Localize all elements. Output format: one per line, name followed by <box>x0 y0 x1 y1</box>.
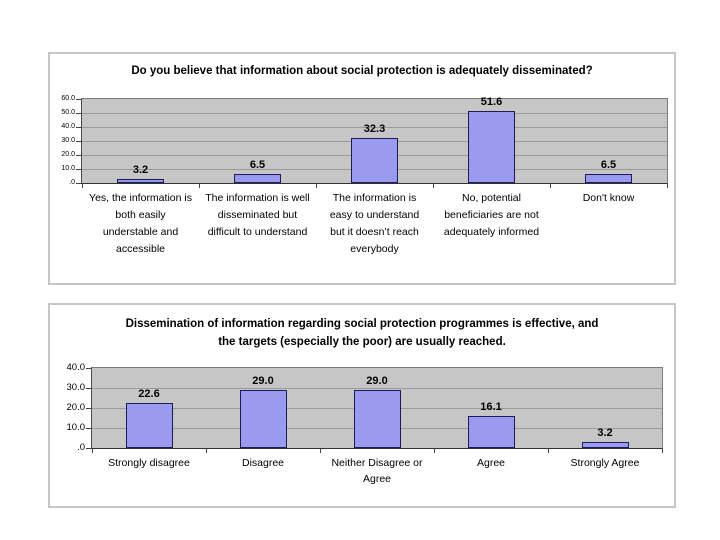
bar <box>234 173 281 183</box>
category-label: Strongly Agree <box>570 457 640 469</box>
y-axis-tick-label: 20.0 <box>61 151 75 159</box>
bar-value-label: 3.2 <box>132 163 149 176</box>
y-axis-tick <box>76 141 81 142</box>
y-axis-tick-label: 10.0 <box>61 165 75 173</box>
bar-value-label: 22.6 <box>138 387 160 400</box>
category-label: Strongly disagree <box>108 457 190 469</box>
bar <box>117 178 164 183</box>
category-label: Agree <box>476 457 506 469</box>
bar <box>585 173 632 183</box>
bar <box>351 137 398 183</box>
x-axis-category-labels: Strongly disagree Disagree Neither Disagre… <box>92 455 662 487</box>
y-axis-tick-label: 40.0 <box>61 123 75 131</box>
y-axis: 40.0 30.0 20.0 10.0 .0 <box>50 363 92 452</box>
y-axis-tick <box>76 183 81 184</box>
y-axis-tick-label: .0 <box>69 179 75 187</box>
bar <box>353 390 401 448</box>
y-axis-tick-label: 30.0 <box>66 381 86 393</box>
bar-column: 29.0 <box>206 368 320 448</box>
y-axis-tick <box>86 448 91 449</box>
bar-column: 3.2 <box>82 99 199 183</box>
bar <box>468 110 515 183</box>
bar-column: 6.5 <box>550 99 667 183</box>
bar-value-label: 29.0 <box>366 375 388 387</box>
bar-column: 32.3 <box>316 99 433 183</box>
chart-bottom-effectiveness: Dissemination of information regarding s… <box>48 303 676 508</box>
x-axis-tick <box>206 449 207 453</box>
bar <box>239 390 287 448</box>
plot-wrapper: 60.0 50.0 40.0 30.0 20.0 10.0 .0 3.2 6.5 32.3 51.… <box>61 95 668 188</box>
x-axis-tick <box>199 184 200 188</box>
y-axis-tick <box>86 408 91 409</box>
category-label: Yes, the information is both easily unde… <box>89 192 192 255</box>
chart-title: Dissemination of information regarding s… <box>125 318 599 348</box>
bar-column: 3.2 <box>548 368 662 448</box>
bar-column: 16.1 <box>434 368 548 448</box>
y-axis-tick-label: 20.0 <box>66 401 86 413</box>
bar-value-label: 3.2 <box>597 426 613 439</box>
plot-wrapper: 40.0 30.0 20.0 10.0 .0 22.6 29.0 29.0 16.1 3.2 <box>67 363 663 453</box>
y-axis-tick-label: 60.0 <box>61 95 75 103</box>
y-axis-tick <box>86 368 91 369</box>
bars-row: 3.2 6.5 32.3 51.6 6.5 <box>82 95 667 183</box>
y-axis-tick-label: .0 <box>77 441 85 453</box>
chart-title: Do you believe that information about so… <box>131 65 593 77</box>
category-label: The information is well disseminated but… <box>205 192 310 238</box>
category-label: The information is easy to understand bu… <box>329 192 420 255</box>
bar <box>581 441 629 448</box>
bar-value-label: 29.0 <box>252 375 274 387</box>
y-axis-tick <box>76 127 81 128</box>
y-axis-tick-label: 30.0 <box>61 137 75 145</box>
bar-column: 6.5 <box>199 99 316 183</box>
gridline <box>82 113 667 114</box>
chart-top-dissemination: Do you believe that information about so… <box>48 52 676 285</box>
y-axis: 60.0 50.0 40.0 30.0 20.0 10.0 .0 <box>40 95 82 187</box>
bar-column: 22.6 <box>92 368 206 448</box>
y-axis-tick <box>76 113 81 114</box>
bar-value-label: 32.3 <box>363 122 386 135</box>
bar-column: 51.6 <box>433 95 550 183</box>
bar <box>125 402 173 448</box>
y-axis-tick <box>76 99 81 100</box>
bar-value-label: 6.5 <box>249 158 266 171</box>
y-axis-tick-label: 10.0 <box>66 421 86 433</box>
x-axis-tick <box>434 449 435 453</box>
bar-value-label: 16.1 <box>480 400 502 413</box>
x-axis-tick <box>548 449 549 453</box>
x-axis-tick <box>433 184 434 188</box>
y-axis-tick <box>76 155 81 156</box>
bar-value-label: 51.6 <box>480 95 503 108</box>
gridline <box>92 388 662 389</box>
x-axis-tick <box>316 184 317 188</box>
gridline <box>82 127 667 128</box>
category-label: Don't know <box>582 192 635 204</box>
y-axis-tick <box>86 388 91 389</box>
y-axis-tick <box>76 169 81 170</box>
category-label: Neither Disagree or Agree <box>331 457 423 485</box>
bar-value-label: 6.5 <box>600 158 617 171</box>
category-label: Disagree <box>241 457 285 469</box>
y-axis-tick-label: 50.0 <box>61 109 75 117</box>
x-axis-tick <box>92 449 93 453</box>
x-axis-tick <box>550 184 551 188</box>
y-axis-tick <box>86 428 91 429</box>
x-axis-category-labels: Yes, the information is both easily unde… <box>82 190 667 258</box>
bar-column: 29.0 <box>320 368 434 448</box>
bar <box>467 415 515 448</box>
bars-row: 22.6 29.0 29.0 16.1 3.2 <box>92 368 662 448</box>
category-label: No, potential beneficiaries are not adeq… <box>443 192 540 238</box>
y-axis-tick-label: 40.0 <box>66 361 86 373</box>
x-axis-tick <box>320 449 321 453</box>
x-axis-tick <box>667 184 668 188</box>
x-axis-tick <box>662 449 663 453</box>
x-axis-tick <box>82 184 83 188</box>
